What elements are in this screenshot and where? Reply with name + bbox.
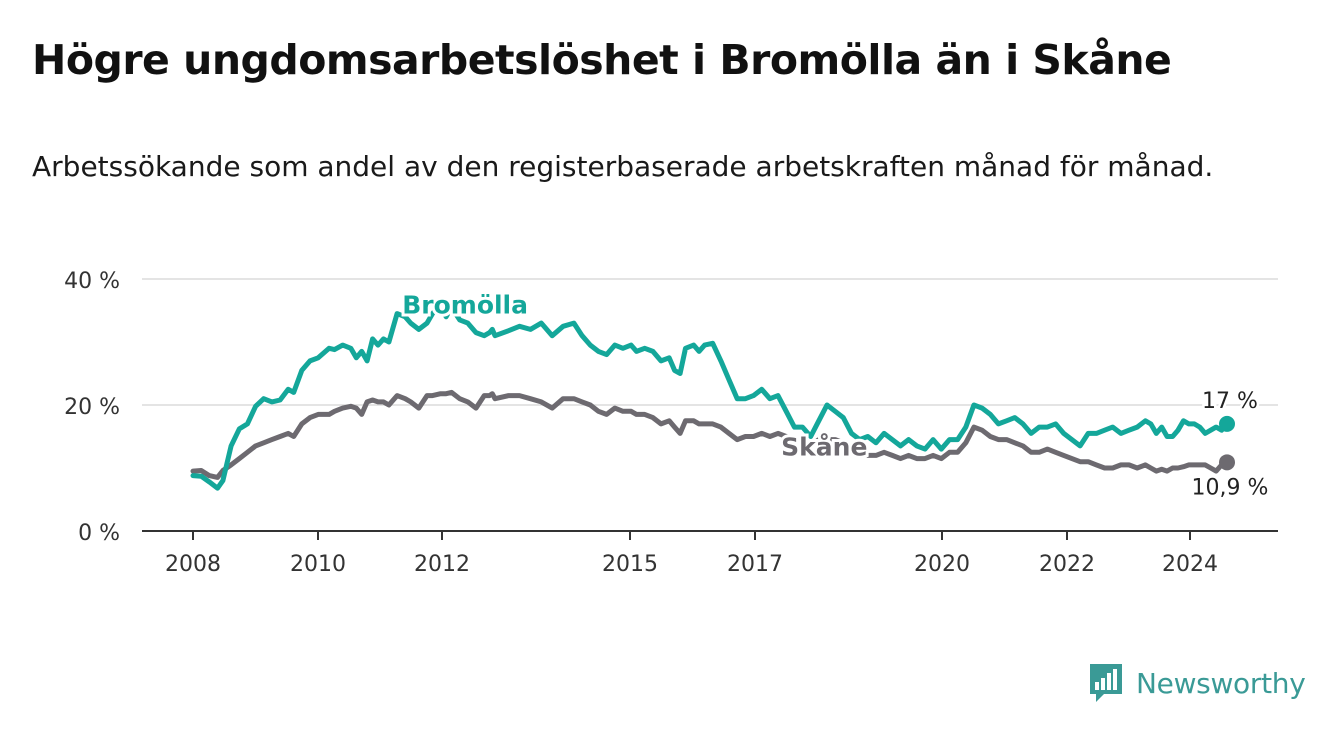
end-label-bromolla: 17 % — [1202, 389, 1258, 414]
series-lines — [190, 301, 1235, 491]
series-line-skane — [190, 389, 1230, 480]
end-point-skane — [1219, 454, 1235, 471]
x-tick-label: 2024 — [1162, 552, 1218, 577]
y-tick-label: 40 % — [64, 269, 120, 294]
y-tick-label: 20 % — [64, 395, 120, 420]
y-tick-label: 0 % — [78, 521, 120, 546]
chart-title: Högre ungdomsarbetslöshet i Bromölla än … — [32, 36, 1172, 84]
x-axis: 2008 2010 2012 2015 2017 2020 2022 2024 — [142, 530, 1278, 577]
x-tick-label: 2008 — [165, 552, 221, 577]
bar-chart-icon — [1090, 664, 1122, 702]
series-labels: Bromölla 17 % Skåne 10,9 % — [399, 288, 1271, 503]
grid-lines — [142, 278, 1278, 406]
x-tick-label: 2017 — [727, 552, 783, 577]
newsworthy-logo: Newsworthy — [1088, 660, 1306, 706]
x-tick-label: 2012 — [414, 552, 470, 577]
series-label-bromolla: Bromölla — [402, 291, 528, 320]
series-label-skane: Skåne — [781, 432, 867, 461]
end-point-bromolla — [1219, 415, 1235, 432]
end-label-skane: 10,9 % — [1192, 475, 1269, 500]
x-tick-label: 2020 — [914, 552, 970, 577]
brand-name: Newsworthy — [1136, 666, 1306, 700]
x-tick-label: 2022 — [1039, 552, 1095, 577]
x-tick-label: 2015 — [602, 552, 658, 577]
y-axis: 0 % 20 % 40 % — [64, 269, 120, 546]
chart-subtitle: Arbetssökande som andel av den registerb… — [32, 150, 1214, 183]
x-tick-label: 2010 — [290, 552, 346, 577]
series-line-bromolla — [190, 301, 1230, 491]
